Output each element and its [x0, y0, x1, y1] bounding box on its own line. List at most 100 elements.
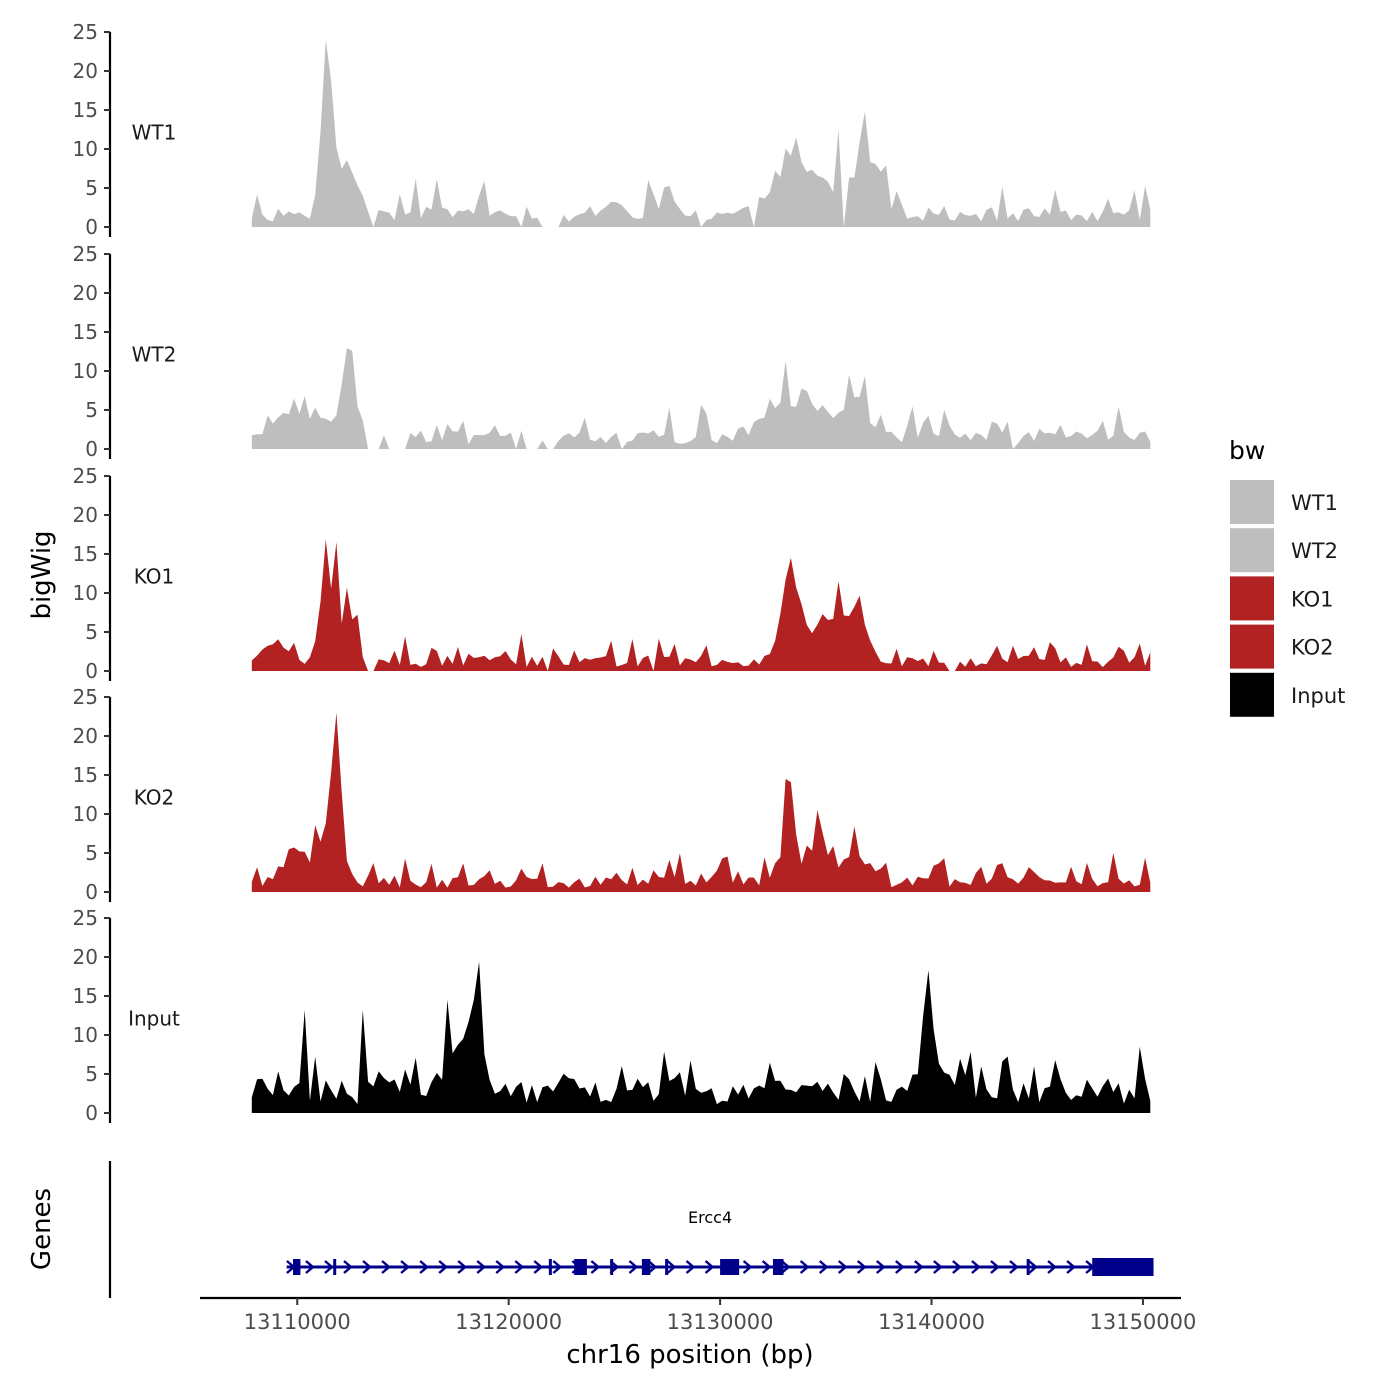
- y-tick-label: 5: [85, 841, 98, 865]
- y-tick-label: 15: [73, 98, 98, 122]
- strand-arrow: [780, 1260, 791, 1274]
- strand-arrow: [533, 1260, 544, 1274]
- y-tick-label: 20: [73, 59, 98, 83]
- panel-label-input: Input: [128, 1006, 180, 1030]
- x-axis: 13110000 13120000 13130000 13140000 13150000: [200, 1296, 1196, 1334]
- y-tick-label: 25: [73, 685, 98, 709]
- track-panel-input: 0 5 10 15 20 25 Input: [73, 906, 1151, 1125]
- panel-label-wt2: WT2: [132, 342, 177, 366]
- strand-arrow: [305, 1260, 315, 1274]
- strand-arrow: [457, 1260, 468, 1274]
- y-tick-label: 15: [73, 542, 98, 566]
- signal-area-input: [251, 961, 1151, 1113]
- gene-panel: Ercc4: [108, 1161, 1154, 1298]
- y-tick-label: 5: [85, 1062, 98, 1086]
- gene-exon: [1026, 1259, 1030, 1275]
- strand-arrow: [799, 1260, 810, 1274]
- strand-arrow: [514, 1260, 525, 1274]
- y-tick-label: 0: [85, 437, 98, 461]
- gene-exon: [293, 1259, 301, 1275]
- strand-arrow: [666, 1260, 677, 1274]
- y-tick-label: 25: [73, 906, 98, 930]
- gene-exon: [641, 1259, 651, 1275]
- gene-exon: [333, 1259, 337, 1275]
- gene-name-label: Ercc4: [688, 1208, 732, 1227]
- legend-label-wt1: WT1: [1291, 491, 1338, 515]
- y-tick-label: 0: [85, 1101, 98, 1125]
- legend-key-wt2: [1230, 528, 1274, 573]
- strand-arrow: [761, 1260, 772, 1274]
- gene-exon: [548, 1259, 552, 1275]
- legend-label-wt2: WT2: [1291, 539, 1338, 563]
- strand-arrow: [381, 1260, 391, 1274]
- strand-arrow: [476, 1260, 487, 1274]
- gene-exon: [610, 1259, 614, 1275]
- y-tick-label: 10: [73, 1023, 98, 1047]
- strand-arrow: [1066, 1260, 1076, 1274]
- strand-arrow: [933, 1260, 943, 1274]
- y-tick-label: 10: [73, 802, 98, 826]
- strand-arrow: [914, 1260, 924, 1274]
- strand-arrow: [837, 1260, 848, 1274]
- y-tick-label: 20: [73, 281, 98, 305]
- strand-arrow: [895, 1260, 905, 1274]
- strand-arrow: [419, 1260, 429, 1274]
- strand-arrow: [875, 1260, 886, 1274]
- y-tick-label: 15: [73, 984, 98, 1008]
- signal-area-wt2: [251, 348, 1151, 449]
- y-tick-label: 20: [73, 945, 98, 969]
- x-tick-label: 13130000: [667, 1310, 774, 1334]
- strand-arrow: [343, 1260, 353, 1274]
- gene-exon: [665, 1259, 669, 1275]
- strand-arrow: [647, 1260, 658, 1274]
- track-panel-wt2: 0 5 10 15 20 25 WT2: [73, 242, 1151, 461]
- y-tick-label: 5: [85, 176, 98, 200]
- track-panel-ko2: 0 5 10 15 20 25 KO2: [73, 685, 1151, 904]
- y-tick-label: 25: [73, 464, 98, 488]
- strand-arrow: [495, 1260, 506, 1274]
- legend-title: bw: [1229, 436, 1265, 465]
- track-panel-ko1: 0 5 10 15 20 25 KO1: [73, 464, 1151, 683]
- y-tick-label: 10: [73, 359, 98, 383]
- x-tick-label: 13120000: [455, 1310, 562, 1334]
- strand-arrow: [1028, 1260, 1038, 1274]
- legend-key-ko1: [1230, 576, 1274, 621]
- strand-arrow: [856, 1260, 867, 1274]
- strand-arrow: [628, 1260, 639, 1274]
- strand-arrow: [590, 1260, 601, 1274]
- legend-label-ko1: KO1: [1291, 587, 1334, 611]
- panel-label-ko2: KO2: [134, 785, 175, 809]
- x-tick-label: 13110000: [244, 1310, 351, 1334]
- signal-area-ko2: [251, 712, 1151, 892]
- signal-area-ko1: [251, 539, 1151, 671]
- y-tick-label: 0: [85, 659, 98, 683]
- strand-arrow: [362, 1260, 372, 1274]
- y-tick-label: 0: [85, 215, 98, 239]
- strand-arrow: [952, 1260, 962, 1274]
- y-tick-label: 10: [73, 581, 98, 605]
- y-tick-label: 5: [85, 620, 98, 644]
- x-tick-label: 13140000: [878, 1310, 985, 1334]
- strand-arrow: [1047, 1260, 1057, 1274]
- y-axis-title: bigWig: [27, 530, 57, 619]
- strand-arrow: [400, 1260, 410, 1274]
- y-tick-label: 10: [73, 137, 98, 161]
- strand-arrow: [971, 1260, 981, 1274]
- strand-arrow: [704, 1260, 715, 1274]
- track-panel-wt1: 0 5 10 15 20 25 WT1: [73, 20, 1151, 239]
- legend: bw WT1 WT2 KO1 KO2 Input: [1229, 436, 1345, 717]
- strand-arrow: [324, 1260, 334, 1274]
- x-axis-title: chr16 position (bp): [566, 1340, 813, 1370]
- strand-arrow: [742, 1260, 753, 1274]
- panel-label-ko1: KO1: [134, 564, 175, 588]
- gene-exon: [720, 1259, 740, 1275]
- y-tick-label: 15: [73, 763, 98, 787]
- gene-exon: [574, 1259, 587, 1275]
- gene-exon: [772, 1259, 784, 1275]
- legend-label-input: Input: [1291, 684, 1345, 708]
- legend-key-wt1: [1230, 480, 1274, 524]
- signal-area-wt1: [251, 39, 1151, 227]
- legend-key-ko2: [1230, 624, 1274, 669]
- strand-arrow: [438, 1260, 448, 1274]
